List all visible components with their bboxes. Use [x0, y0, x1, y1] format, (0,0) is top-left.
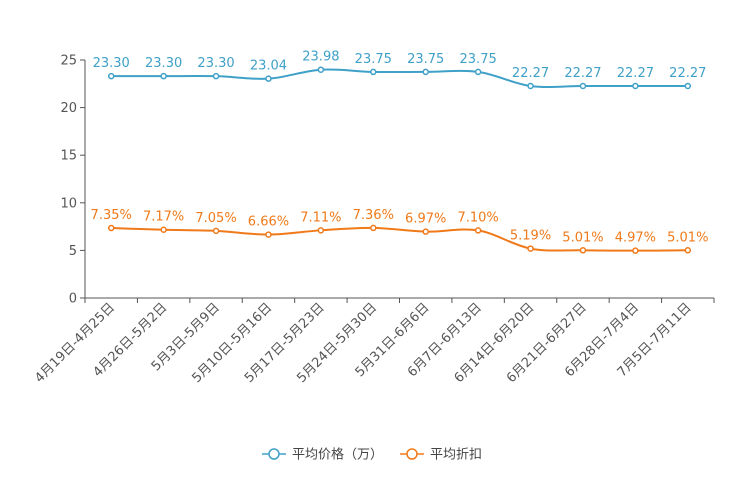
data-point: [212, 72, 220, 80]
data-label: 7.11%: [300, 210, 341, 225]
series-line-0: [111, 68, 688, 89]
legend: 平均价格（万） 平均折扣: [262, 447, 482, 463]
y-tick-label: 5: [69, 244, 77, 259]
data-point: [474, 68, 482, 76]
data-label: 4.97%: [615, 231, 656, 246]
data-point: [317, 66, 325, 73]
data-point: [317, 227, 325, 234]
data-label: 7.35%: [91, 208, 132, 223]
data-label: 22.27: [617, 66, 654, 81]
legend-label-1: 平均折扣: [430, 448, 482, 463]
data-label: 5.19%: [510, 229, 551, 244]
y-tick-label: 20: [60, 101, 77, 116]
data-point: [212, 227, 220, 235]
data-point: [422, 68, 429, 76]
data-label: 22.27: [564, 66, 601, 81]
data-label: 23.04: [250, 59, 287, 74]
series-line-1: [111, 226, 688, 252]
data-point: [422, 228, 429, 235]
data-point: [684, 247, 692, 254]
data-point: [579, 247, 587, 254]
data-label: 6.66%: [248, 215, 289, 230]
data-label: 6.97%: [405, 212, 446, 227]
data-label: 7.10%: [457, 210, 498, 225]
data-label: 7.36%: [353, 208, 394, 223]
legend-marker-0: [268, 448, 280, 460]
data-point: [107, 224, 115, 232]
data-label: 23.75: [407, 52, 444, 67]
data-label: 5.01%: [667, 230, 708, 245]
data-label: 5.01%: [562, 230, 603, 245]
y-tick-label: 10: [60, 196, 77, 211]
data-point: [265, 231, 272, 238]
data-point: [684, 82, 692, 90]
data-point: [107, 72, 115, 80]
data-label: 7.17%: [143, 210, 184, 225]
legend-marker-1: [406, 448, 418, 460]
data-label: 23.30: [197, 56, 234, 71]
data-point: [370, 68, 377, 76]
data-point: [579, 82, 587, 90]
legend-label-0: 平均价格（万）: [292, 447, 383, 463]
data-label: 23.75: [460, 52, 497, 67]
data-point: [160, 72, 167, 80]
data-point: [527, 245, 534, 252]
data-label: 22.27: [669, 66, 706, 81]
data-label: 23.98: [302, 50, 339, 65]
data-label: 22.27: [512, 66, 549, 81]
y-tick-label: 25: [60, 54, 77, 69]
data-point: [527, 82, 534, 90]
y-tick-label: 15: [60, 149, 77, 164]
data-point: [265, 75, 272, 82]
y-tick-label: 0: [69, 292, 77, 307]
data-label: 23.75: [355, 52, 392, 67]
data-point: [474, 227, 482, 234]
data-point: [370, 224, 377, 232]
data-point: [632, 247, 639, 254]
data-point: [160, 226, 167, 233]
data-point: [632, 82, 639, 90]
data-label: 23.30: [145, 56, 182, 71]
data-label: 23.30: [93, 56, 130, 71]
data-label: 7.05%: [195, 211, 236, 226]
